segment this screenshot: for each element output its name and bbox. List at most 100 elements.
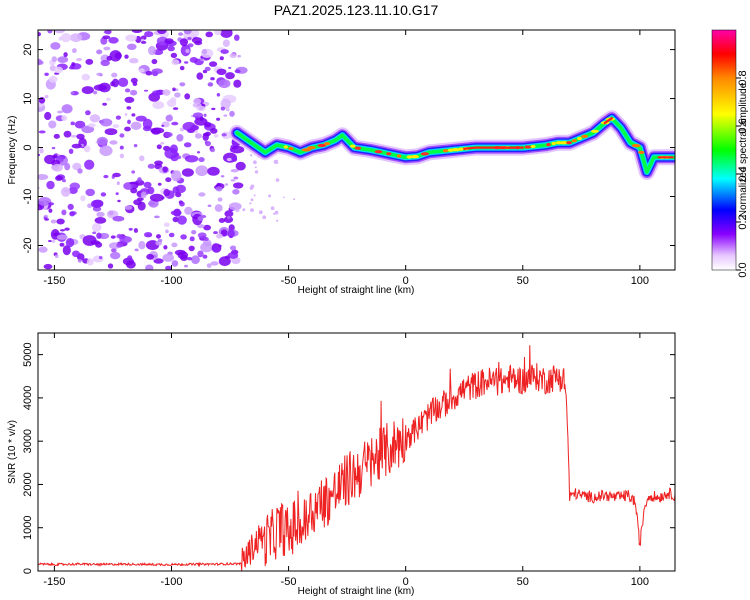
noise-blob xyxy=(183,30,192,35)
noise-blob xyxy=(124,88,131,93)
noise-blob xyxy=(216,68,227,76)
noise-blob xyxy=(170,52,178,59)
noise-blob xyxy=(210,261,219,266)
noise-blob xyxy=(57,56,69,63)
snr-y-tick-label: 5000 xyxy=(22,342,34,366)
noise-blob xyxy=(57,110,63,114)
noise-blob xyxy=(99,145,113,156)
noise-blob xyxy=(153,258,164,264)
noise-blob xyxy=(117,199,121,203)
noise-blob xyxy=(226,157,232,162)
noise-blob xyxy=(222,39,230,47)
noise-blob xyxy=(145,264,154,270)
noise-blob xyxy=(100,192,107,197)
colorbar-tick-label: 0.2 xyxy=(737,214,749,229)
ridge-hotspot xyxy=(524,145,532,149)
noise-speck xyxy=(275,178,280,182)
noise-blob xyxy=(80,195,86,202)
ridge-hotspot xyxy=(323,142,331,146)
noise-blob xyxy=(54,30,65,34)
noise-blob xyxy=(216,93,221,97)
noise-blob xyxy=(172,186,180,194)
noise-blob xyxy=(85,188,95,197)
noise-speck xyxy=(249,186,254,190)
noise-blob xyxy=(163,222,170,227)
noise-blob xyxy=(179,82,186,87)
noise-blob xyxy=(197,216,204,221)
noise-blob xyxy=(74,120,86,129)
ridge-hotspot xyxy=(581,134,588,138)
spectrogram-y-ticks: -20 -10 0 10 20 xyxy=(22,43,675,253)
noise-blob xyxy=(174,92,181,98)
noise-blob xyxy=(67,203,74,210)
noise-blob xyxy=(220,49,229,54)
noise-blob xyxy=(205,31,213,38)
noise-blob xyxy=(64,189,68,193)
noise-blob xyxy=(63,130,72,138)
noise-blob xyxy=(93,84,107,91)
noise-blob xyxy=(65,238,75,248)
spectrogram-x-ticks: -150 -100 -50 0 50 100 xyxy=(43,30,649,287)
noise-blob xyxy=(198,157,205,163)
noise-blob xyxy=(46,180,55,190)
noise-blob xyxy=(203,224,212,231)
noise-blob xyxy=(170,210,182,216)
noise-blob xyxy=(112,172,121,178)
noise-blob xyxy=(109,50,122,62)
noise-blob xyxy=(235,209,240,213)
noise-blob xyxy=(133,228,138,233)
noise-blob xyxy=(50,42,61,50)
ridge-hotspot xyxy=(442,149,449,153)
noise-blob xyxy=(127,43,137,50)
noise-blob xyxy=(164,148,178,159)
ridge-hotspot xyxy=(374,150,383,154)
noise-blob xyxy=(100,118,113,127)
noise-blob xyxy=(197,250,204,258)
ridge-hotspot xyxy=(559,141,569,145)
snr-plot-area xyxy=(38,333,675,571)
noise-blob xyxy=(124,126,131,132)
noise-blob xyxy=(180,255,188,261)
noise-blob xyxy=(179,201,185,207)
noise-blob xyxy=(76,57,83,62)
noise-blob xyxy=(141,38,145,42)
noise-blob xyxy=(50,219,57,224)
noise-blob xyxy=(106,97,111,101)
noise-blob xyxy=(193,98,202,105)
noise-blob xyxy=(138,68,145,73)
noise-blob xyxy=(186,257,193,261)
ridge-hotspot xyxy=(288,146,294,151)
noise-blob xyxy=(209,61,218,67)
ridge-hotspot xyxy=(457,147,464,151)
noise-speck xyxy=(258,210,263,215)
spectrogram-x-tick-label: 100 xyxy=(631,275,649,287)
spectrogram-x-tick-label: -50 xyxy=(281,275,297,287)
noise-blob xyxy=(162,253,174,262)
noise-blob xyxy=(110,235,116,239)
noise-blob xyxy=(70,134,77,138)
noise-blob xyxy=(116,181,120,185)
noise-blob xyxy=(140,191,147,199)
noise-blob xyxy=(100,59,110,67)
noise-blob xyxy=(237,54,241,58)
noise-blob xyxy=(130,89,138,96)
noise-blob xyxy=(175,152,180,157)
noise-region xyxy=(38,30,296,270)
spectrogram-x-tick-label: -150 xyxy=(43,275,65,287)
spectrogram-y-label: Frequency (Hz) xyxy=(7,116,18,185)
noise-blob xyxy=(216,117,221,121)
noise-blob xyxy=(84,159,95,170)
noise-blob xyxy=(115,115,121,120)
noise-blob xyxy=(176,155,182,160)
noise-blob xyxy=(218,218,225,223)
noise-blob xyxy=(38,97,46,104)
noise-blob xyxy=(178,32,184,36)
noise-speck xyxy=(270,206,275,210)
noise-speck xyxy=(250,198,254,202)
noise-blob xyxy=(194,133,203,139)
noise-blob xyxy=(165,265,172,270)
noise-blob xyxy=(164,132,173,138)
noise-blob xyxy=(162,89,171,96)
ridge-hotspot xyxy=(590,129,599,133)
